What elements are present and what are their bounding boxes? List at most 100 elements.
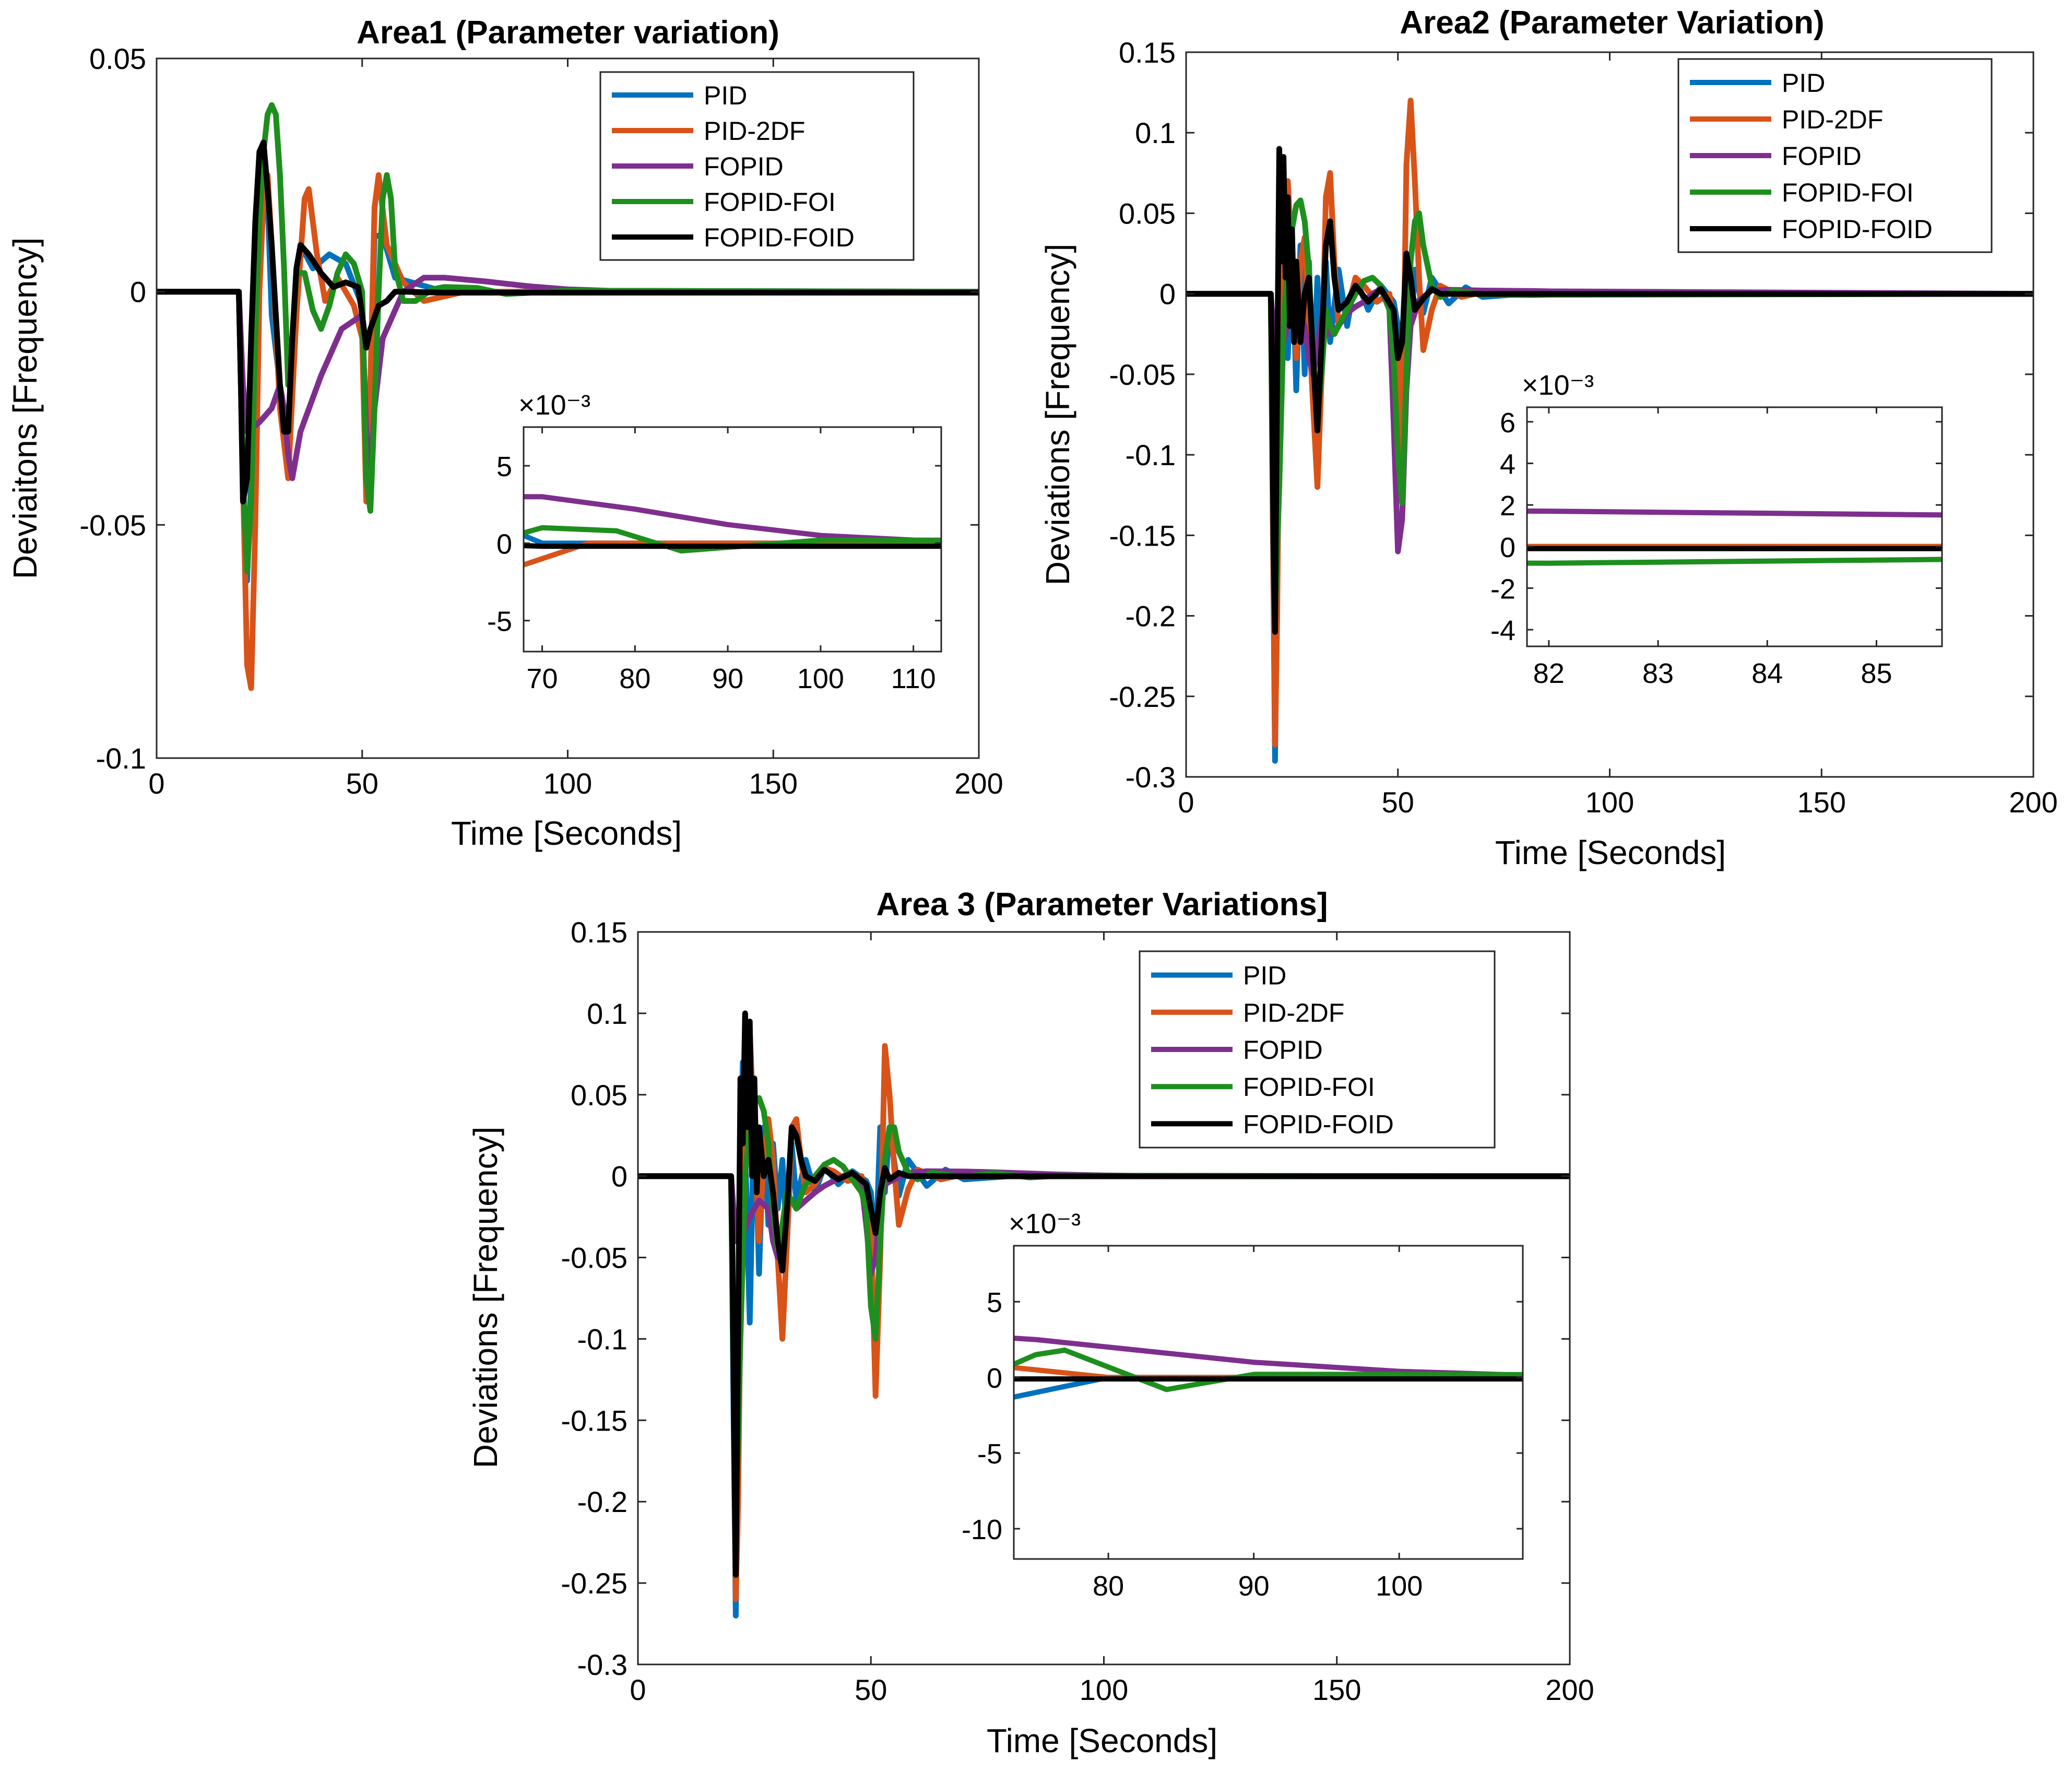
inset-x-tick-label: 80: [619, 663, 650, 694]
inset-y-tick-label: -5: [977, 1438, 1002, 1470]
inset-series-line-fopid: [1527, 508, 1942, 518]
legend-label-fopid: FOPID: [1243, 1035, 1323, 1065]
legend-label-pid-2df: PID-2DF: [704, 116, 805, 146]
x-axis-label: Time [Seconds]: [1495, 834, 1726, 871]
inset-series-lines: [524, 494, 941, 568]
y-tick-label: -0.25: [1109, 680, 1176, 713]
inset-y-tick-label: 2: [1500, 490, 1515, 522]
y-tick-label: -0.3: [577, 1648, 628, 1681]
inset-exponent-label: ×10⁻³: [1009, 1208, 1081, 1239]
y-tick-label: 0.05: [89, 42, 146, 75]
inset-y-tick-label: -4: [1490, 615, 1515, 646]
inset-y-tick-label: 0: [987, 1363, 1002, 1394]
inset-frame: [523, 426, 942, 653]
inset-y-tick-label: 0: [496, 528, 512, 560]
inset-series-line-pid-2df: [1014, 1365, 1523, 1380]
legend-label-fopid-foi: FOPID-FOI: [704, 187, 836, 217]
x-tick-label: 200: [954, 767, 1003, 800]
x-tick-label: 50: [1382, 786, 1414, 819]
x-axis-label: Time [Seconds]: [987, 1722, 1217, 1759]
x-tick-label: 150: [1797, 786, 1846, 819]
inset-x-tick-label: 90: [712, 663, 743, 694]
x-tick-label: 100: [1585, 786, 1634, 819]
inset-y-tick-label: 5: [987, 1287, 1002, 1318]
y-tick-label: 0.05: [1119, 197, 1176, 230]
inset-series-lines: [1014, 1336, 1523, 1400]
inset-exponent-label: ×10⁻³: [1522, 370, 1594, 401]
x-tick-label: 150: [749, 767, 798, 800]
chart-area-2: 0 50 100 150 200-0.3-0.25-0.2-0.15-0.1-0.050…: [1039, 5, 2058, 871]
x-axis-label: Time [Seconds]: [451, 814, 682, 852]
inset-exponent-label: ×10⁻³: [518, 389, 590, 421]
y-tick-label: 0.1: [1135, 116, 1176, 149]
inset-series-lines: [1527, 508, 1942, 566]
x-tick-label: 100: [543, 767, 592, 800]
legend-label-fopid-foid: FOPID-FOID: [1243, 1109, 1394, 1139]
inset-x-tick-label: 110: [891, 663, 936, 694]
inset-zoom: 82 83 84 85 -4 -2 0 2 4 6×10⁻³: [1490, 370, 1943, 689]
y-tick-label: -0.25: [561, 1567, 627, 1600]
legend-label-fopid: FOPID: [1782, 141, 1862, 171]
legend-label-fopid: FOPID: [704, 152, 784, 181]
y-tick-label: -0.2: [577, 1485, 628, 1518]
x-tick-label: 0: [1178, 786, 1194, 819]
inset-x-tick-label: 82: [1533, 658, 1565, 689]
inset-y-tick-label: 5: [496, 451, 512, 482]
inset-series-line-pid-2df: [524, 540, 941, 568]
series-line-fopid-foid: [157, 139, 979, 505]
series-line-fopid: [157, 275, 979, 481]
legend-label-pid: PID: [1782, 68, 1825, 98]
series-lines: [638, 1010, 1570, 1619]
y-tick-label: -0.3: [1126, 761, 1176, 794]
inset-series-line-fopid-foi: [524, 525, 941, 554]
chart-title: Area 3 (Parameter Variations]: [877, 887, 1328, 923]
legend-label-fopid-foid: FOPID-FOID: [1782, 215, 1933, 244]
inset-zoom: 80 90 100 -10 -5 0 5 ×10⁻³: [962, 1208, 1524, 1602]
inset-x-tick-label: 85: [1861, 658, 1892, 689]
inset-series-line-fopid: [524, 494, 941, 543]
y-tick-label: -0.15: [1109, 519, 1176, 552]
y-tick-label: 0.1: [587, 997, 627, 1030]
y-axis-label: Deviations [Frequency]: [467, 1127, 504, 1469]
inset-x-tick-label: 100: [797, 663, 844, 694]
inset-series-line-fopid-foid: [1014, 1376, 1523, 1382]
y-tick-label: 0: [1159, 278, 1176, 311]
legend: PID PID-2DF FOPID FOPID-FOI FOPID-FOID: [1139, 950, 1496, 1149]
y-tick-label: -0.2: [1126, 600, 1176, 633]
y-tick-label: 0.15: [1119, 36, 1176, 69]
inset-y-tick-label: 4: [1500, 449, 1515, 480]
chart-title: Area1 (Parameter variation): [357, 15, 779, 51]
series-line-fopid-foid: [1186, 146, 2033, 635]
x-tick-label: 100: [1080, 1673, 1128, 1706]
y-tick-label: -0.05: [1109, 358, 1176, 391]
y-tick-label: -0.1: [96, 742, 147, 775]
y-tick-label: -0.05: [561, 1242, 627, 1274]
x-tick-label: 200: [1545, 1673, 1594, 1706]
inset-plot-area: [1527, 407, 1942, 646]
y-tick-label: -0.1: [577, 1322, 628, 1355]
inset-x-tick-label: 70: [527, 663, 558, 694]
inset-x-tick-label: 84: [1751, 658, 1783, 689]
inset-y-tick-label: -10: [962, 1514, 1002, 1545]
inset-frame: [1526, 406, 1943, 647]
legend-label-fopid-foid: FOPID-FOID: [704, 223, 855, 252]
legend-label-pid-2df: PID-2DF: [1782, 105, 1883, 134]
y-tick-label: -0.05: [79, 509, 146, 541]
inset-zoom: 70 80 90 100 110 -5 0 5×10⁻³: [487, 389, 942, 694]
inset-y-tick-label: -5: [487, 606, 512, 637]
y-tick-label: 0.15: [571, 916, 627, 949]
legend-label-pid-2df: PID-2DF: [1243, 998, 1344, 1027]
inset-x-tick-label: 83: [1642, 658, 1674, 689]
inset-y-tick-label: -2: [1490, 573, 1515, 605]
y-tick-label: 0: [130, 276, 146, 309]
y-axis-label: Deviaitons [Frequency]: [6, 238, 44, 580]
x-tick-label: 150: [1312, 1673, 1361, 1706]
inset-plot-area: [1014, 1246, 1523, 1559]
legend-label-fopid-foi: FOPID-FOI: [1782, 178, 1914, 207]
y-tick-label: -0.1: [1126, 439, 1176, 471]
y-axis-label: Deviations [Frequency]: [1039, 244, 1076, 586]
inset-y-tick-label: 0: [1500, 532, 1515, 563]
inset-x-tick-label: 90: [1238, 1570, 1270, 1602]
